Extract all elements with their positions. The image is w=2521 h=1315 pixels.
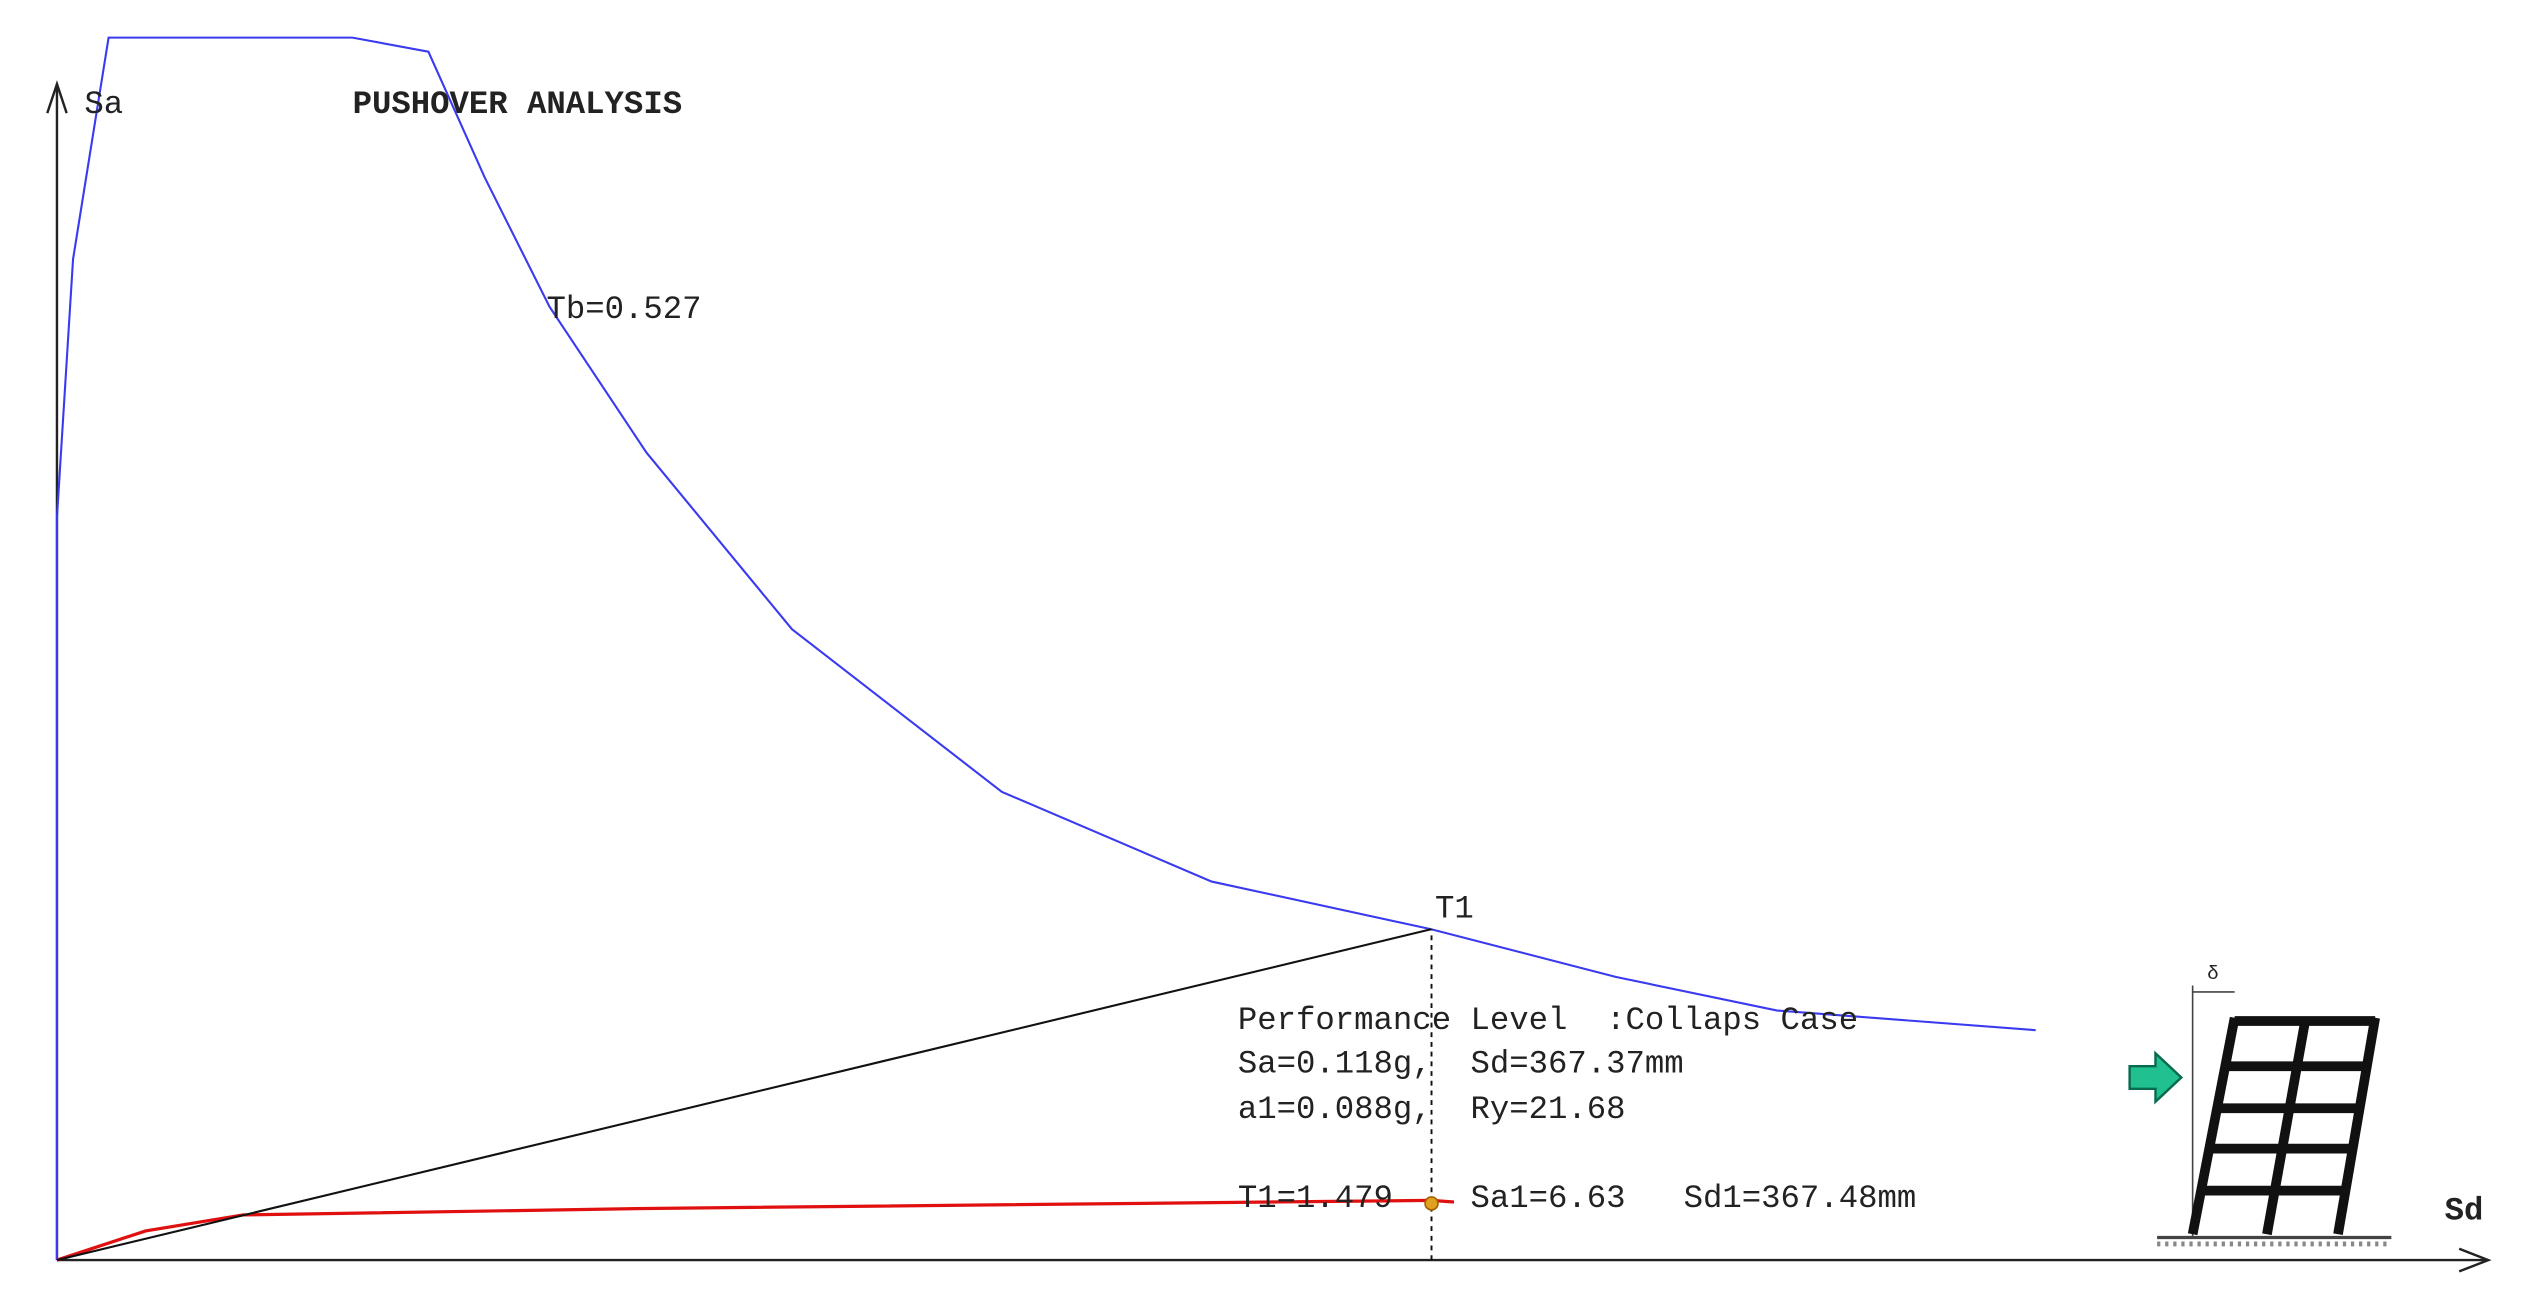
performance-point bbox=[1424, 1196, 1439, 1211]
chart-title: PUSHOVER ANALYSIS bbox=[353, 86, 682, 123]
annotation: Sa=0.118g, Sd=367.37mm bbox=[1238, 1046, 1684, 1083]
annotation: Performance Level :Collaps Case bbox=[1238, 1002, 1858, 1039]
annotation: T1 bbox=[1435, 891, 1474, 928]
annotation: a1=0.088g, Ry=21.68 bbox=[1238, 1091, 1626, 1128]
series-line bbox=[55, 36, 2036, 1261]
y-label: Sa bbox=[84, 86, 123, 123]
series-line bbox=[56, 928, 1432, 1262]
y-arrow bbox=[46, 80, 68, 114]
svg-text:δ: δ bbox=[2207, 963, 2219, 985]
x-arrow bbox=[2458, 1247, 2492, 1273]
x-label: Sd bbox=[2445, 1193, 2484, 1230]
building-icon: δ bbox=[2128, 963, 2392, 1247]
annotation: T1=1.479 Sa1=6.63 Sd1=367.48mm bbox=[1238, 1180, 1916, 1217]
annotation: Tb=0.527 bbox=[546, 291, 701, 328]
